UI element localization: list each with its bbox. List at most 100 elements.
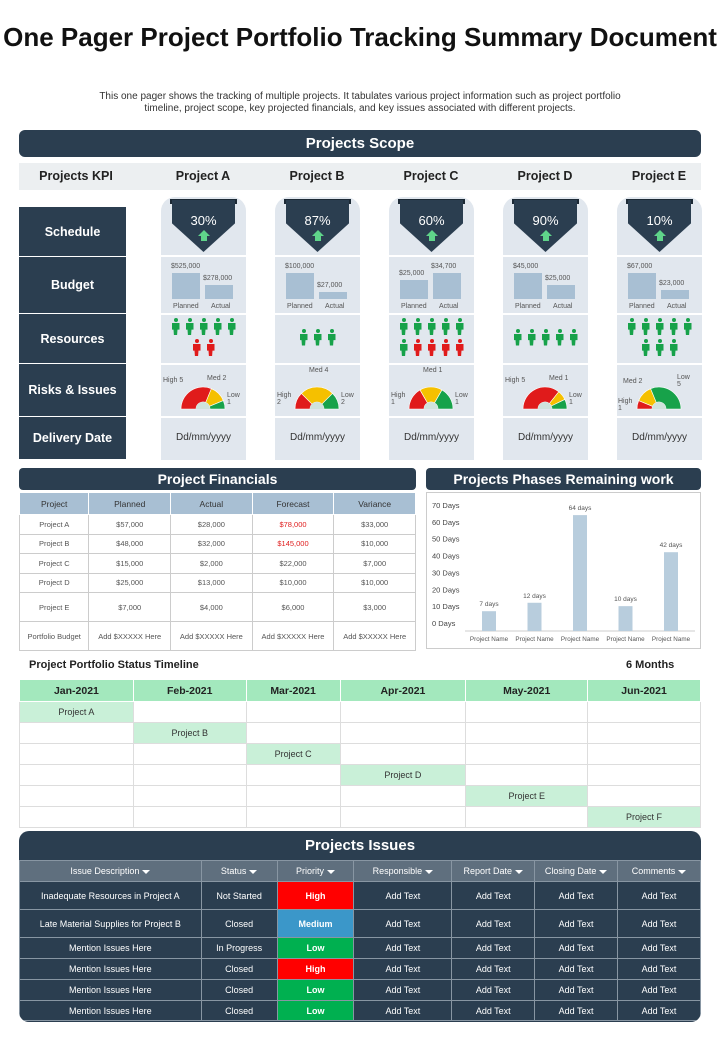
issue-row: Mention Issues Here Closed High Add Text Add… — [19, 958, 701, 980]
person-icon — [456, 318, 464, 335]
phases-chart: 0 Days 10 Days 20 Days 30 Days 40 Days 50 Day… — [426, 492, 701, 649]
gauge-hub — [424, 402, 438, 409]
risk-label-med: Med 4 — [309, 367, 329, 374]
budget-actual-bar — [661, 290, 689, 299]
month-header: Feb-2021 — [132, 679, 247, 702]
budget-planned-bar — [628, 273, 656, 299]
x-tick-label: Project Name — [561, 636, 600, 643]
issue-cell: Mention Issues Here — [19, 979, 202, 1001]
fin-cell: Add $XXXXX Here — [170, 621, 253, 651]
project-column: 30% $525,000 $278,000 Planned Actual High 5 Me… — [161, 197, 246, 460]
budget-cell: $25,000 $34,700 Planned Actual — [389, 255, 474, 313]
issue-cell: Add Text — [534, 979, 619, 1001]
dropdown-caret-icon[interactable] — [327, 869, 335, 874]
fin-cell: $10,000 — [333, 533, 416, 554]
dropdown-caret-icon[interactable] — [678, 869, 687, 874]
risk-label-low: Low 5 — [677, 374, 690, 388]
budget-actual-label: Actual — [439, 303, 459, 310]
budget-planned-value: $525,000 — [171, 263, 201, 270]
fin-cell: Add $XXXXX Here — [333, 621, 416, 651]
budget-planned-label: Planned — [287, 303, 313, 310]
person-icon — [514, 328, 522, 346]
timeline-row: Project B — [19, 722, 701, 744]
timeline-row: Project D — [19, 764, 701, 786]
timeline-cell — [19, 785, 134, 807]
y-tick-label: 50 Days — [432, 535, 460, 544]
risk-label-low: Low 2 — [341, 392, 354, 406]
issue-col-header[interactable]: Report Date — [451, 860, 536, 882]
issue-cell: Add Text — [451, 937, 536, 959]
issue-cell: Closed — [200, 909, 278, 938]
issue-col-header[interactable]: Status — [200, 860, 278, 882]
fin-cell: $57,000 — [88, 514, 172, 535]
person-icon — [656, 339, 664, 356]
timeline-cell — [339, 722, 467, 744]
budget-planned-bar — [286, 273, 314, 299]
x-tick-label: Project Name — [652, 636, 691, 643]
issue-col-header[interactable]: Closing Date — [534, 860, 619, 882]
row-label-budget: Budget — [19, 257, 126, 314]
dropdown-caret-icon[interactable] — [142, 869, 151, 874]
schedule-badge: 90% — [514, 200, 577, 252]
person-icon — [670, 318, 678, 335]
dropdown-caret-icon[interactable] — [249, 869, 258, 874]
up-arrow-icon — [197, 230, 210, 241]
risk-gauge — [294, 386, 340, 410]
resource-row — [169, 318, 239, 339]
issue-col-header[interactable]: Issue Description — [19, 860, 202, 882]
fin-cell: $7,000 — [333, 553, 416, 574]
person-icon — [570, 328, 578, 346]
timeline-cell — [132, 743, 247, 765]
issue-cell: Add Text — [617, 881, 701, 910]
issue-col-label: Comments — [631, 866, 676, 876]
month-header: May-2021 — [465, 679, 589, 702]
dropdown-caret-icon[interactable] — [599, 869, 608, 874]
row-label-resources: Resources — [19, 314, 126, 364]
issue-col-header[interactable]: Responsible — [353, 860, 453, 882]
person-icon — [214, 318, 222, 335]
row-label-delivery-date: Delivery Date — [19, 417, 126, 460]
fin-cell: Add $XXXXX Here — [88, 621, 172, 651]
gauge-hub — [538, 402, 552, 409]
issue-cell: Mention Issues Here — [19, 1000, 202, 1021]
person-icon — [328, 328, 336, 346]
issue-col-label: Priority — [295, 866, 324, 876]
delivery-date-cell: Dd/mm/yyyy — [161, 416, 246, 460]
person-icon — [400, 318, 408, 335]
month-header: Apr-2021 — [339, 679, 467, 702]
risk-label-med: Med 2 — [207, 375, 227, 382]
table-row: Project A $57,000 $28,000 $78,000 $33,000 — [18, 514, 416, 535]
issue-col-header[interactable]: Comments — [617, 860, 701, 882]
timeline-cell — [587, 701, 701, 723]
issue-cell: Add Text — [451, 1000, 536, 1021]
budget-actual-value: $23,000 — [659, 280, 685, 288]
issue-cell: Add Text — [534, 909, 619, 938]
fin-cell: Project A — [18, 514, 90, 535]
row-label-risks-issues: Risks & Issues — [19, 364, 126, 417]
budget-actual-bar — [319, 291, 347, 299]
timeline-cell — [245, 701, 341, 723]
issue-cell: Add Text — [353, 1000, 453, 1021]
y-tick-label: 60 Days — [432, 518, 460, 527]
timeline-row: Project A — [19, 701, 701, 723]
dropdown-caret-icon[interactable] — [425, 869, 434, 874]
person-icon — [442, 318, 450, 335]
risk-gauge — [522, 386, 568, 410]
fin-cell: $10,000 — [333, 572, 416, 593]
data-label: 42 days — [660, 542, 684, 549]
dropdown-caret-icon[interactable] — [515, 869, 523, 874]
delivery-date-cell: Dd/mm/yyyy — [503, 416, 588, 460]
schedule-percent: 10% — [646, 213, 673, 228]
delivery-date: Dd/mm/yyyy — [632, 432, 687, 443]
issue-col-header[interactable]: Priority — [276, 860, 355, 882]
up-arrow-icon — [311, 230, 324, 241]
timeline-cell — [245, 806, 341, 828]
timeline-cell — [465, 806, 589, 828]
issue-cell: Add Text — [534, 1000, 619, 1021]
risk-label-med: Med 1 — [423, 367, 443, 374]
kpi-project-header: Project D — [517, 169, 573, 183]
gauge-hub — [196, 402, 210, 409]
fin-cell: $15,000 — [88, 553, 172, 574]
fin-cell: $33,000 — [333, 514, 416, 535]
risks-cell: High 5 Med 2 Low 1 — [161, 363, 246, 416]
